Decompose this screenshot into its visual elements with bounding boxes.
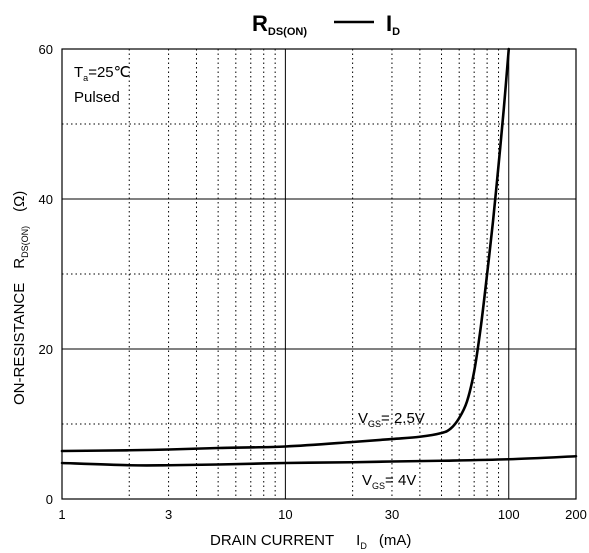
condition-temperature: Ta=25℃ [74, 64, 130, 83]
series-label-vgs-2-5v: VGS= 2.5V [358, 410, 425, 429]
y-tick-labels: 0 20 40 60 [39, 42, 53, 507]
x-tick-labels: 1 3 10 30 100 200 [58, 507, 586, 522]
series-line-vgs-2-5v [60, 47, 511, 453]
x-axis-label: DRAIN CURRENT ID (mA) [210, 532, 411, 551]
series-label-vgs-4v: VGS= 4V [362, 472, 416, 491]
title-right-sub: D [392, 26, 400, 38]
chart-title: RDS(ON) [252, 11, 307, 38]
y-axis-label: ON-RESISTANCERDS(ON)(Ω) [11, 191, 30, 405]
major-grid [62, 49, 576, 499]
condition-pulsed: Pulsed [74, 89, 120, 106]
y-tick-label-60: 60 [39, 42, 53, 57]
title-right-main: I [386, 11, 392, 36]
y-tick-label-0: 0 [46, 492, 53, 507]
x-tick-label-1: 1 [58, 507, 65, 522]
x-tick-label-30: 30 [385, 507, 399, 522]
series-line-vgs-4v [60, 454, 578, 467]
y-tick-label-20: 20 [39, 342, 53, 357]
chart-title-right: ID [386, 11, 400, 38]
y-tick-label-40: 40 [39, 192, 53, 207]
x-tick-label-200: 200 [565, 507, 587, 522]
series-layer [60, 47, 578, 467]
x-tick-label-100: 100 [498, 507, 520, 522]
x-tick-label-10: 10 [278, 507, 292, 522]
x-tick-label-3: 3 [165, 507, 172, 522]
title-left-main: R [252, 11, 268, 36]
plot-frame [61, 48, 577, 500]
minor-grid [62, 49, 576, 499]
title-left-sub: DS(ON) [268, 26, 307, 38]
